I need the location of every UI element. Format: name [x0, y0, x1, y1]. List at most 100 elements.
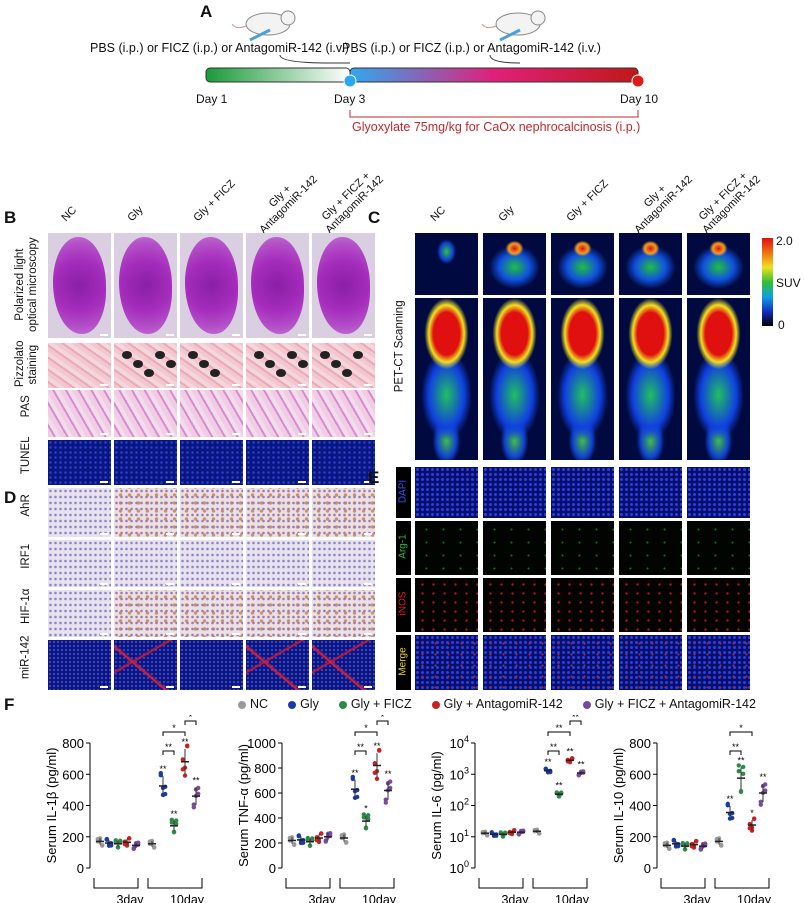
scale-bar [166, 533, 174, 535]
crystal-deposit [155, 351, 165, 359]
significance-star: ** [181, 737, 189, 747]
significance-star: ** [577, 759, 585, 769]
crystal-deposit [287, 351, 297, 359]
legend-item: Gly + AntagomiR-142 [431, 697, 563, 711]
fluorescence-tile [619, 578, 682, 632]
pet-body-scan [551, 298, 614, 460]
legend-label: NC [250, 697, 269, 711]
row-label: Pizzolato staining [13, 339, 38, 387]
fluorescence-tile [551, 521, 614, 575]
data-point [736, 763, 741, 768]
scale-bar [298, 533, 306, 535]
y-tick-label: 200 [629, 830, 651, 845]
scale-bar [166, 481, 174, 483]
legend-label: Gly + AntagomiR-142 [443, 697, 563, 711]
data-point [366, 813, 371, 818]
crystal-deposit [331, 360, 341, 368]
data-point [366, 816, 371, 822]
data-point [719, 842, 724, 848]
data-point [171, 830, 177, 835]
pet-head-scan [551, 233, 614, 295]
micrograph-tile [246, 640, 309, 690]
micrograph-tile [246, 590, 309, 637]
significance-star: ** [555, 781, 563, 791]
y-tick-label: 600 [629, 767, 651, 782]
legend-label: Gly [300, 697, 319, 711]
row-label: PAS [19, 394, 32, 417]
day-label-3: Day 3 [334, 92, 366, 106]
legend-item: Gly + FICZ + AntagomiR-142 [582, 697, 756, 711]
scale-bar [166, 334, 174, 336]
data-point [377, 748, 382, 753]
data-point [752, 816, 757, 821]
micrograph-tile [312, 640, 375, 690]
data-point [500, 834, 506, 839]
micrograph-tile [48, 488, 111, 537]
data-point [763, 788, 768, 793]
crystal-deposit [133, 360, 143, 368]
channel-label-box [396, 521, 411, 575]
micrograph-tile [180, 540, 243, 587]
legend-dot [288, 700, 297, 709]
data-point [115, 845, 121, 850]
group-header: NC [59, 204, 80, 225]
significance-star: ** [373, 741, 381, 751]
comparison-label: * [189, 715, 193, 722]
micrograph-tile [312, 343, 375, 388]
comparison-label: * [381, 715, 385, 722]
day-label-1: Day 1 [196, 92, 228, 106]
legend-dot [431, 700, 440, 709]
comparison-bracket [376, 720, 389, 725]
micrograph-tile [246, 390, 309, 437]
scale-bar [232, 433, 240, 435]
x-group-label: 3day [308, 893, 336, 903]
channel-label-box [396, 635, 411, 690]
significance-star: ** [566, 747, 574, 757]
legend-label: Gly + FICZ [350, 697, 412, 711]
data-point [158, 770, 163, 776]
comparison-label: * [739, 723, 743, 733]
y-tick-label: 800 [62, 736, 84, 751]
group-header: Gly + AntagomiR-142 [257, 173, 320, 237]
group-header: Gly [496, 203, 517, 225]
panel-label-e: E [368, 468, 380, 487]
fluorescence-tile [619, 467, 682, 518]
scale-bar [100, 481, 108, 483]
micrograph-tile [312, 233, 375, 338]
row-label: AhR [19, 493, 32, 517]
pet-ct-row-label: PET-CT Scanning [393, 300, 406, 393]
data-point [485, 832, 490, 838]
channel-label-box [396, 467, 411, 518]
crystal-deposit [166, 360, 176, 368]
mouse-injection-icon [481, 10, 546, 42]
row-label: IRF1 [19, 543, 32, 569]
channel-label-box [396, 578, 411, 632]
data-point [307, 843, 313, 848]
scale-bar [232, 533, 240, 535]
legend-dot [238, 700, 246, 709]
comparison-label: ** [165, 742, 173, 752]
pet-body-scan [483, 298, 546, 460]
data-point [685, 841, 690, 846]
micrograph-tile [48, 343, 111, 388]
y-axis-label: Serum TNF-α (pg/ml) [236, 744, 251, 867]
data-point [667, 846, 672, 851]
comparison-bracket [569, 720, 582, 725]
scale-bar [232, 583, 240, 585]
fluorescence-tile [483, 635, 546, 690]
data-point [576, 773, 581, 778]
scale-bar [298, 583, 306, 585]
significance-star: ** [351, 768, 359, 778]
row-label: miR-142 [19, 635, 32, 680]
micrograph-tile [246, 488, 309, 537]
pet-body-scan [687, 298, 750, 460]
micrograph-tile [114, 540, 177, 587]
scale-bar [100, 686, 108, 688]
fluorescence-tile [687, 521, 750, 575]
scale-bar [100, 384, 108, 386]
significance-star: ** [737, 755, 745, 765]
y-axis-label: Serum IL-10 (pg/ml) [611, 748, 626, 864]
comparison-label: ** [732, 742, 740, 752]
micrograph-tile [312, 540, 375, 587]
